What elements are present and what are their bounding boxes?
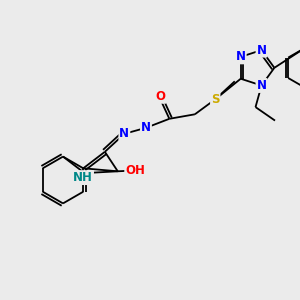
Text: N: N — [119, 127, 129, 140]
Text: N: N — [256, 79, 266, 92]
Text: OH: OH — [125, 164, 145, 177]
Text: N: N — [256, 44, 266, 57]
Text: O: O — [155, 90, 165, 103]
Text: S: S — [211, 93, 220, 106]
Text: N: N — [141, 121, 151, 134]
Text: N: N — [236, 50, 246, 63]
Text: NH: NH — [73, 171, 93, 184]
